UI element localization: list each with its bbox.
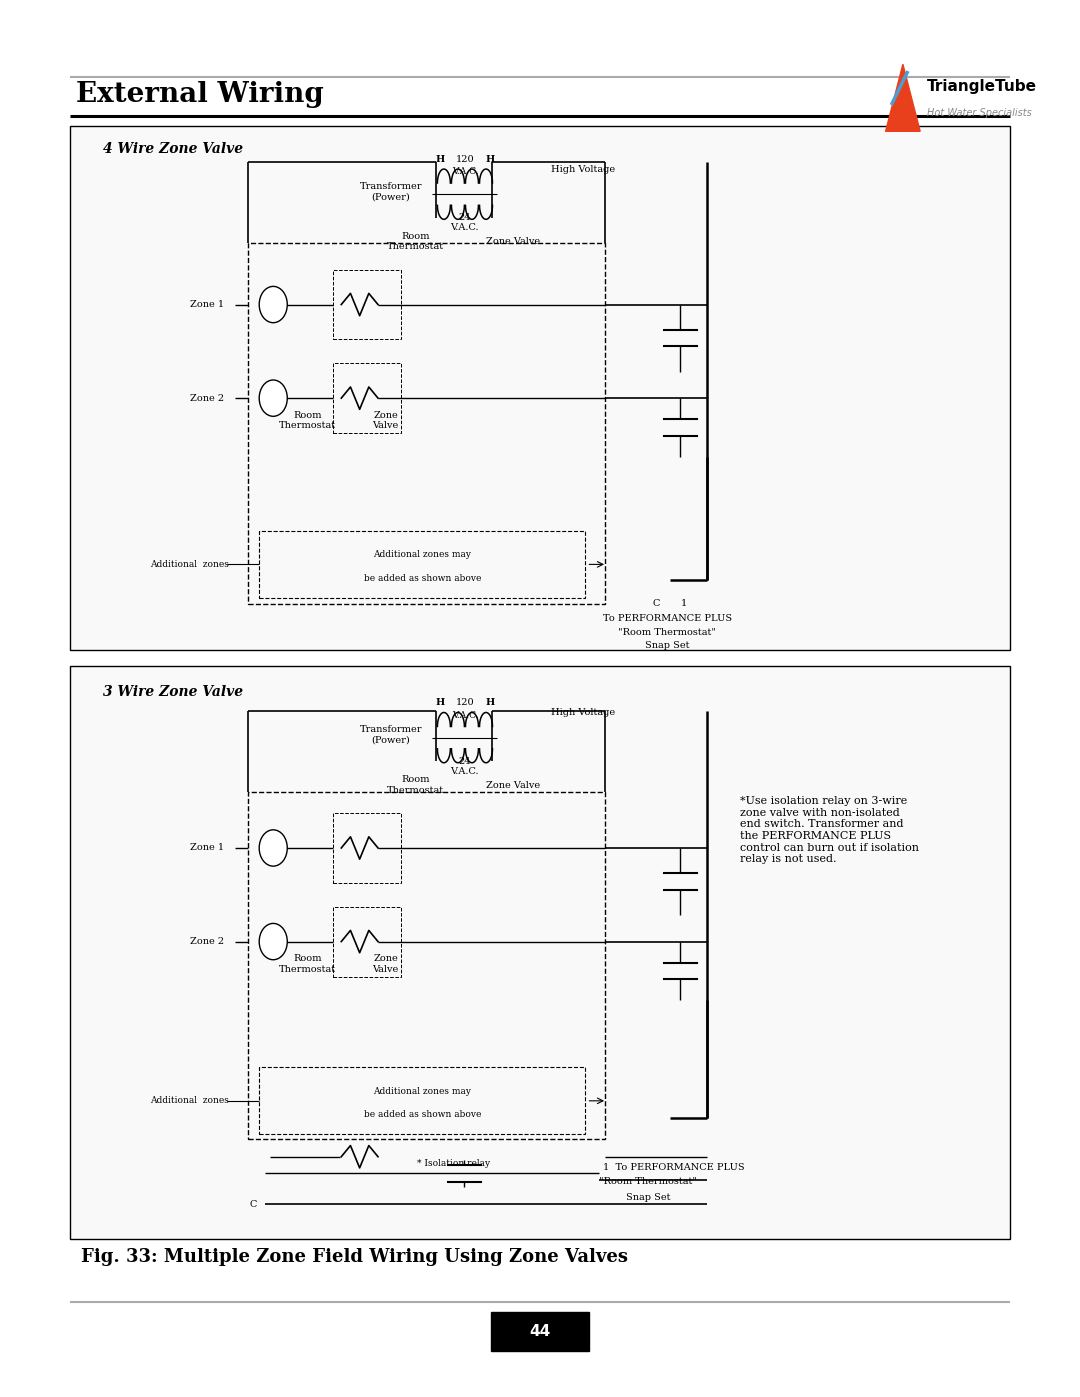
Text: Zone
Valve: Zone Valve [373,411,399,430]
Text: High Voltage: High Voltage [551,708,615,717]
Bar [70,666,1010,1239]
Text: 24: 24 [458,214,471,222]
Text: Snap Set: Snap Set [645,641,690,650]
Text: Zone 1: Zone 1 [190,844,225,852]
Bar [333,270,401,339]
Text: H: H [436,698,445,707]
Circle shape [259,923,287,960]
Text: Additional zones may: Additional zones may [374,1087,471,1095]
Bar [333,363,401,433]
Bar [333,813,401,883]
Bar [259,1067,585,1134]
Text: H: H [486,155,495,163]
Text: High Voltage: High Voltage [551,165,615,173]
Text: 4 Wire Zone Valve: 4 Wire Zone Valve [103,142,243,156]
Text: Hot Water Specialists: Hot Water Specialists [927,108,1031,119]
Text: be added as shown above: be added as shown above [364,574,481,583]
Text: C: C [249,1200,257,1208]
Bar [259,531,585,598]
Text: V.A.C.: V.A.C. [453,168,478,176]
Text: * Isolation relay: * Isolation relay [417,1160,490,1168]
Text: *Use isolation relay on 3-wire
zone valve with non-isolated
end switch. Transfor: *Use isolation relay on 3-wire zone valv… [740,796,919,865]
Text: Transformer
(Power): Transformer (Power) [360,725,422,745]
Text: 3 Wire Zone Valve: 3 Wire Zone Valve [103,685,243,698]
Circle shape [259,286,287,323]
Bar [333,907,401,977]
Text: Zone 1: Zone 1 [190,300,225,309]
Bar [491,1312,589,1351]
Text: Zone 2: Zone 2 [190,394,225,402]
Bar [70,126,1010,650]
Text: Fig. 33: Multiple Zone Field Wiring Using Zone Valves: Fig. 33: Multiple Zone Field Wiring Usin… [81,1249,627,1266]
Text: Zone 2: Zone 2 [190,937,225,946]
Text: 1  To PERFORMANCE PLUS: 1 To PERFORMANCE PLUS [603,1164,744,1172]
Text: To PERFORMANCE PLUS: To PERFORMANCE PLUS [603,615,732,623]
Text: V.A.C.: V.A.C. [450,224,478,232]
Text: Zone
Valve: Zone Valve [373,954,399,974]
Text: Room
Thermostat: Room Thermostat [388,232,444,251]
Text: Room
Thermostat: Room Thermostat [280,411,336,430]
Text: Additional zones may: Additional zones may [374,550,471,559]
Text: 24: 24 [458,757,471,766]
Text: 44: 44 [529,1324,551,1338]
Circle shape [259,830,287,866]
Text: 120: 120 [456,698,475,707]
Text: Additional  zones: Additional zones [149,1097,229,1105]
Text: Zone Valve: Zone Valve [486,781,540,789]
Text: H: H [486,698,495,707]
Text: 120: 120 [456,155,475,163]
Bar [248,243,605,604]
Text: Additional  zones: Additional zones [149,560,229,569]
Text: Room
Thermostat: Room Thermostat [280,954,336,974]
Text: Zone Valve: Zone Valve [486,237,540,246]
Text: "Room Thermostat": "Room Thermostat" [619,629,716,637]
Text: Transformer
(Power): Transformer (Power) [360,182,422,201]
Text: "Room Thermostat": "Room Thermostat" [599,1178,697,1186]
Text: 1: 1 [680,599,687,608]
Text: V.A.C.: V.A.C. [453,711,478,719]
Text: TriangleTube: TriangleTube [927,80,1037,94]
Text: H: H [436,155,445,163]
Text: V.A.C.: V.A.C. [450,767,478,775]
Polygon shape [886,64,920,131]
Text: Snap Set: Snap Set [625,1193,671,1201]
Text: Room
Thermostat: Room Thermostat [388,775,444,795]
Text: be added as shown above: be added as shown above [364,1111,481,1119]
Bar [248,792,605,1139]
Text: External Wiring: External Wiring [76,81,323,109]
Circle shape [259,380,287,416]
Text: C: C [653,599,660,608]
